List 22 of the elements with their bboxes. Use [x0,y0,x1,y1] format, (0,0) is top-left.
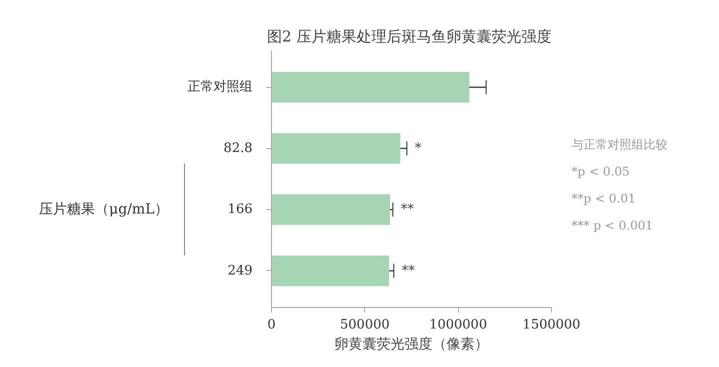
bar [272,255,390,286]
text: *** p < 0.001 [572,218,654,233]
text: **p < 0.01 [572,192,636,206]
text: *p < 0.05 [572,164,630,179]
x-tick-label: 1000000 [429,318,488,332]
annotation: ** [400,202,414,218]
x-tick-label: 500000 [340,318,390,332]
bar [272,194,390,225]
y-axis-title: 压片糖果（μg/mL） [39,202,169,218]
y-tick-label: 82.8 [224,140,253,156]
annotation: ** [402,263,416,278]
text: 与正常对照组比较 [572,138,668,152]
y-tick-label: 166 [228,202,253,218]
x-tick-label: 0 [267,318,276,332]
x-tick-label: 1500000 [522,318,580,332]
chart-title: 图2 压片糖果处理后斑马鱼卵黄囊荧光强度 [266,28,552,46]
bar [272,72,470,103]
bar [272,133,400,164]
annotation: * [414,140,422,156]
x-axis-title: 卵黄囊荧光强度（像素） [334,336,488,352]
y-tick-label: 正常对照组 [188,80,252,95]
y-tick-label: 249 [228,263,253,278]
